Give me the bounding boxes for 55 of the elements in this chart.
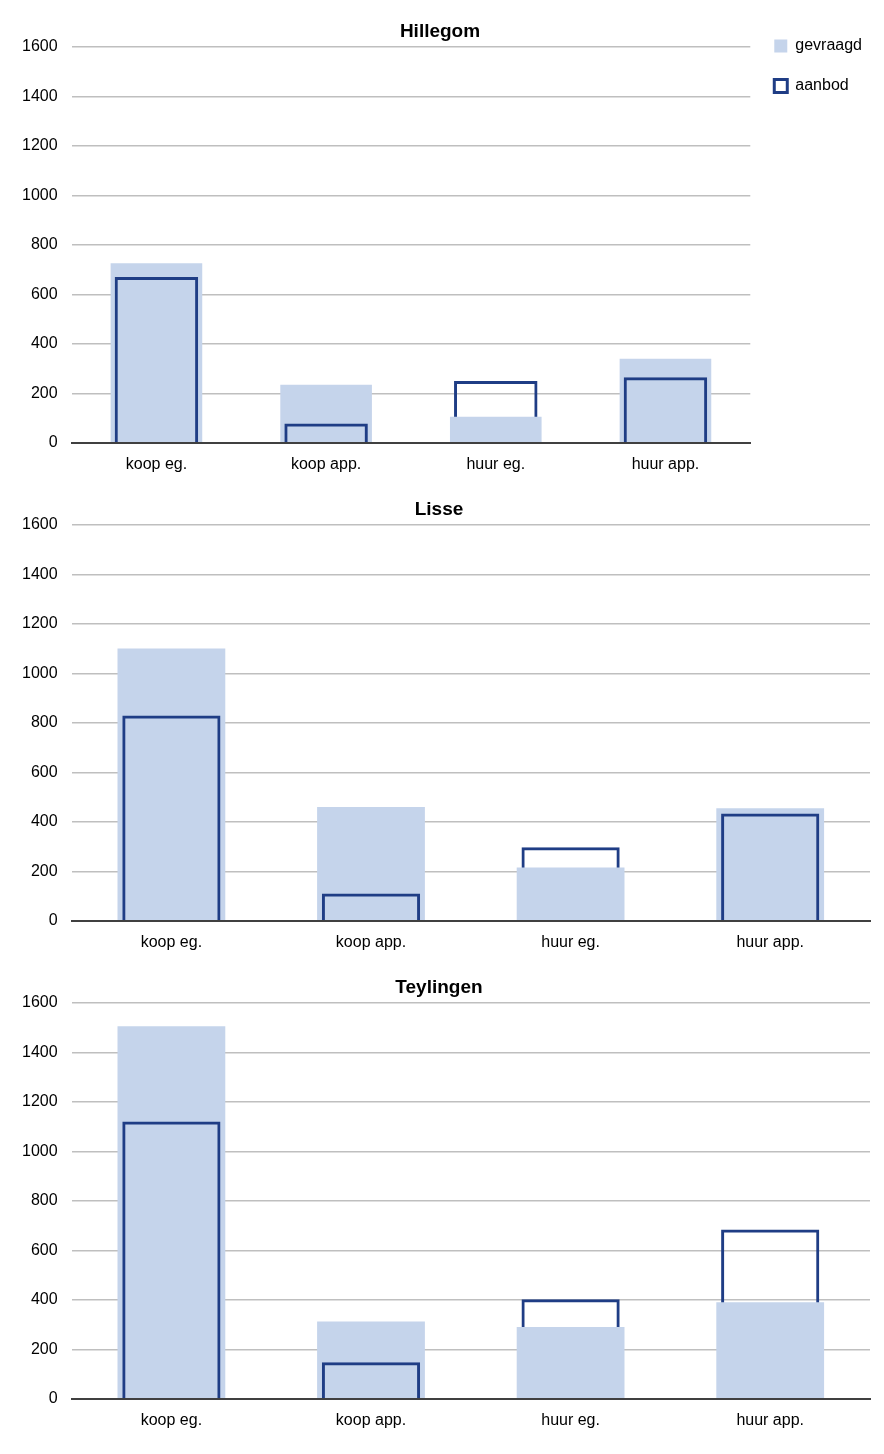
bar	[110, 263, 203, 443]
x-tick-label: huur eg.	[541, 932, 600, 950]
bar	[317, 806, 425, 921]
bar	[280, 384, 372, 443]
bar	[716, 1302, 825, 1399]
chart-title: Hillegom	[399, 19, 481, 41]
bar	[449, 416, 542, 443]
bar	[619, 358, 712, 443]
x-tick-label: huur eg.	[466, 454, 526, 472]
y-tick-label: 1600	[22, 515, 58, 533]
bar	[516, 867, 625, 921]
y-tick-label: 800	[30, 235, 58, 253]
chart-title: Teylingen	[395, 975, 483, 997]
y-tick-label: 1000	[22, 185, 58, 203]
y-tick-label: 1400	[22, 564, 58, 582]
y-tick-label: 1600	[22, 993, 58, 1011]
y-tick-label: 0	[48, 1389, 58, 1407]
y-tick-label: 1000	[22, 663, 58, 681]
y-tick-label: 600	[30, 284, 58, 302]
y-tick-label: 600	[30, 762, 58, 780]
y-tick-label: 0	[48, 911, 58, 929]
y-tick-label: 200	[30, 861, 58, 879]
x-tick-label: koop app.	[290, 454, 362, 472]
bar	[317, 1321, 425, 1399]
y-tick-label: 400	[30, 334, 58, 352]
x-tick-label: koop eg.	[125, 454, 188, 472]
y-tick-label: 1400	[22, 1042, 58, 1060]
y-tick-label: 800	[30, 713, 58, 731]
y-tick-label: 1200	[22, 614, 58, 632]
bar	[117, 648, 226, 921]
bar	[516, 1327, 625, 1399]
x-tick-label: koop eg.	[140, 1410, 203, 1428]
x-tick-label: koop eg.	[140, 932, 203, 950]
x-tick-label: huur app.	[631, 454, 700, 472]
x-tick-label: koop app.	[335, 932, 407, 950]
x-tick-label: huur app.	[736, 932, 804, 950]
y-tick-label: 400	[30, 812, 58, 830]
legend-label: gevraagd	[795, 36, 862, 54]
y-tick-label: 600	[30, 1240, 58, 1258]
bar	[117, 1026, 226, 1399]
chart-title: Lisse	[414, 497, 464, 519]
y-tick-label: 1000	[22, 1141, 58, 1159]
x-tick-label: koop app.	[335, 1410, 407, 1428]
x-tick-label: huur eg.	[541, 1410, 600, 1428]
y-tick-label: 200	[30, 383, 58, 401]
y-tick-label: 1400	[22, 86, 58, 104]
y-tick-label: 0	[48, 433, 58, 451]
y-tick-label: 1600	[22, 37, 58, 55]
y-tick-label: 400	[30, 1290, 58, 1308]
y-tick-label: 200	[30, 1339, 58, 1357]
x-tick-label: huur app.	[736, 1410, 804, 1428]
y-tick-label: 1200	[22, 1092, 58, 1110]
y-tick-label: 1200	[22, 136, 58, 154]
y-tick-label: 800	[30, 1191, 58, 1209]
legend-label: aanbod	[795, 76, 849, 94]
